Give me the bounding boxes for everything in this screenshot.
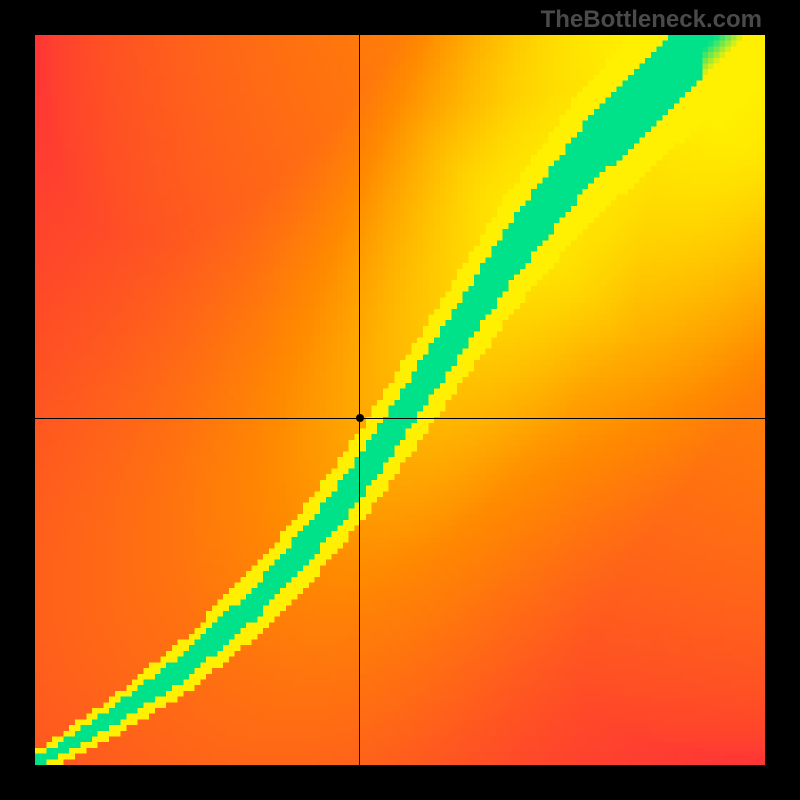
bottleneck-heatmap xyxy=(35,35,765,765)
frame-left xyxy=(0,0,35,800)
frame-right xyxy=(765,0,800,800)
watermark-text: TheBottleneck.com xyxy=(541,6,762,34)
frame-bottom xyxy=(0,765,800,800)
crosshair-horizontal xyxy=(35,418,765,419)
crosshair-vertical xyxy=(359,35,360,765)
